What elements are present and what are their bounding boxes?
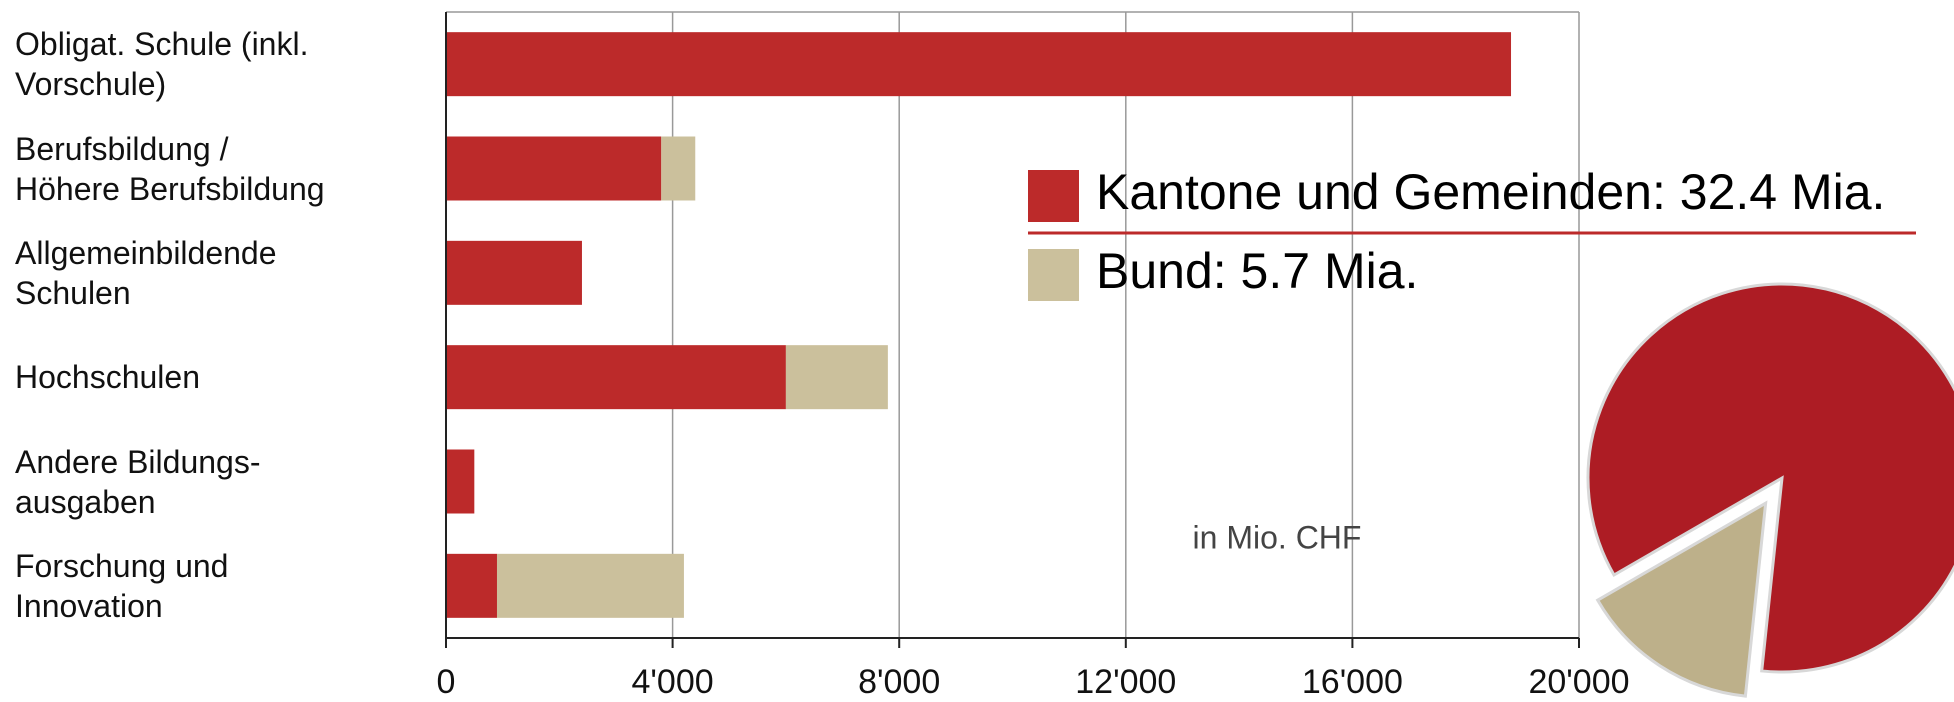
x-tick-label: 4'000 bbox=[632, 663, 714, 701]
x-tick-label: 8'000 bbox=[858, 663, 940, 701]
y-tick-label: Hochschulen bbox=[15, 359, 200, 396]
bar bbox=[446, 240, 582, 305]
x-tick-label: 0 bbox=[437, 663, 456, 701]
bar bbox=[446, 345, 786, 410]
pie-slice bbox=[1595, 500, 1768, 698]
bar bbox=[785, 345, 888, 410]
legend-label: Kantone und Gemeinden: 32.4 Mia. bbox=[1096, 164, 1885, 220]
y-tick-label: Allgemeinbildende Schulen bbox=[15, 234, 277, 311]
bar bbox=[446, 136, 662, 201]
pie-slice bbox=[1586, 282, 1954, 674]
y-tick-label: Obligat. Schule (inkl. Vorschule) bbox=[15, 26, 309, 103]
bar bbox=[446, 553, 497, 618]
x-tick-label: 16'000 bbox=[1302, 663, 1403, 701]
bar bbox=[446, 449, 475, 514]
bar bbox=[661, 136, 696, 201]
legend-label: Bund: 5.7 Mia. bbox=[1096, 243, 1418, 299]
x-tick-label: 20'000 bbox=[1528, 663, 1629, 701]
x-tick-label: 12'000 bbox=[1075, 663, 1176, 701]
bar bbox=[496, 553, 684, 618]
legend-swatch bbox=[1028, 249, 1079, 301]
legend-swatch bbox=[1028, 170, 1079, 222]
y-tick-label: Berufsbildung / Höhere Berufsbildung bbox=[15, 130, 325, 207]
y-tick-label: Forschung und Innovation bbox=[15, 547, 229, 624]
y-tick-label: Andere Bildungs- ausgaben bbox=[15, 443, 261, 520]
pie-label: 85% bbox=[1784, 225, 1876, 277]
bar bbox=[446, 32, 1512, 97]
annotation: in Mio. CHF bbox=[1193, 519, 1362, 555]
